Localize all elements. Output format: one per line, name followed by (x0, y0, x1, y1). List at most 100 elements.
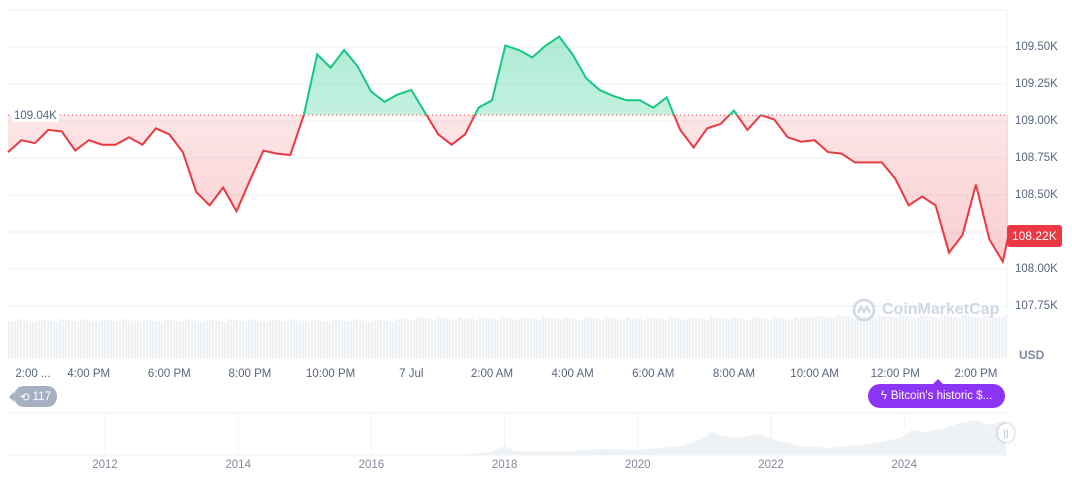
volume-bar (830, 317, 833, 358)
volume-bar (158, 321, 161, 358)
volume-bar (362, 320, 365, 358)
y-tick-label: 107.75K (1015, 300, 1058, 312)
volume-bar (797, 317, 800, 358)
volume-bar (974, 317, 977, 358)
volume-bar (692, 317, 695, 358)
price-point (839, 152, 843, 156)
price-point (907, 203, 911, 207)
volume-bar (320, 320, 323, 358)
currency-label: USD (1019, 348, 1045, 362)
volume-bar (773, 317, 776, 358)
price-point (382, 100, 386, 104)
volume-bar (407, 319, 410, 358)
volume-bar (857, 315, 860, 358)
volume-bar (764, 319, 767, 358)
volume-bar (323, 321, 326, 358)
volume-bar (512, 319, 515, 358)
price-line-down (7, 115, 1008, 265)
coinmarketcap-watermark: CoinMarketCap (852, 298, 999, 322)
volume-bar (272, 319, 275, 358)
volume-bar (140, 322, 143, 358)
volume-bar (233, 320, 236, 358)
volume-bar (758, 318, 761, 358)
volume-bar (365, 321, 368, 358)
price-point (960, 233, 964, 237)
volume-bar (302, 321, 305, 358)
volume-bar (209, 319, 212, 358)
volume-bar (542, 317, 545, 358)
volume-bar (137, 321, 140, 358)
price-point (934, 203, 938, 207)
history-icon: ⟲ (20, 391, 30, 404)
volume-bar (191, 320, 194, 358)
navigator-year-label: 2024 (891, 459, 917, 471)
volume-bar (296, 320, 299, 358)
volume-bar (371, 322, 374, 358)
volume-bar (659, 319, 662, 358)
price-point (598, 88, 602, 92)
x-tick-label: 6:00 AM (632, 368, 675, 380)
price-point (705, 126, 709, 130)
volume-bar (290, 319, 293, 358)
volume-bar (839, 315, 842, 358)
x-tick-label: 6:00 PM (147, 368, 191, 380)
volume-bar (722, 319, 725, 358)
price-point (248, 178, 252, 182)
volume-bar (476, 320, 479, 358)
volume-bar (224, 322, 227, 358)
volume-bar (353, 319, 356, 358)
volume-bar (743, 319, 746, 358)
volume-bar (329, 322, 332, 358)
volume-bar (395, 319, 398, 358)
price-point (759, 113, 763, 117)
volume-bar (200, 321, 203, 358)
volume-bar (107, 320, 110, 358)
volume-bar (29, 321, 32, 358)
volume-bar (824, 316, 827, 358)
price-point (33, 141, 37, 145)
volume-bar (239, 321, 242, 358)
volume-bar (671, 317, 674, 358)
news-annotation-badge[interactable]: ϟ Bitcoin's historic $... (868, 379, 1005, 408)
volume-bar (803, 316, 806, 358)
y-tick-label: 109.50K (1015, 41, 1058, 53)
price-point (772, 118, 776, 122)
volume-bar (41, 319, 44, 358)
volume-bar (785, 319, 788, 358)
volume-bar (962, 315, 965, 358)
volume-bar (731, 317, 734, 358)
y-tick-label: 108.50K (1015, 189, 1058, 201)
volume-bar (629, 317, 632, 358)
volume-bar (707, 320, 710, 358)
price-point (288, 153, 292, 157)
volume-bar (668, 317, 671, 358)
volume-bar (389, 321, 392, 358)
price-point (893, 177, 897, 181)
volume-bar (551, 318, 554, 358)
volume-bar (611, 318, 614, 358)
volume-bar (242, 321, 245, 358)
area-fill-up (8, 36, 1008, 116)
volume-bar (518, 320, 521, 358)
price-point (503, 44, 507, 48)
volume-bar (734, 317, 737, 358)
navigator-handle[interactable]: || (998, 424, 1014, 442)
volume-bar (143, 319, 146, 358)
volume-bar (992, 316, 995, 358)
volume-bar (815, 315, 818, 358)
volume-bar (299, 320, 302, 358)
volume-bar (698, 318, 701, 358)
volume-bar (986, 315, 989, 358)
annotations-count-badge[interactable]: ⟲ 117 (9, 386, 57, 407)
x-tick-label: 2:00 AM (470, 368, 514, 380)
volume-bar (530, 318, 533, 358)
volume-bar (425, 318, 428, 358)
volume-bar (161, 322, 164, 358)
volume-bar (878, 315, 881, 358)
volume-bar (248, 319, 251, 358)
volume-bar (464, 318, 467, 358)
volume-bar (848, 317, 851, 358)
volume-bar (899, 315, 902, 358)
volume-bar (779, 318, 782, 358)
